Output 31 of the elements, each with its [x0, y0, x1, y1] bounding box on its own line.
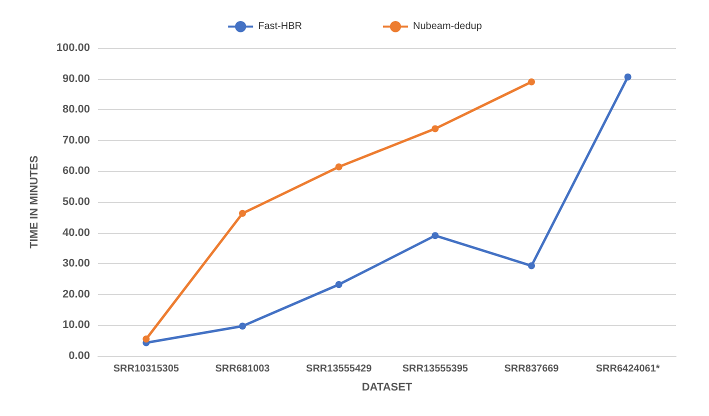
x-tick-label: SRR6424061*	[596, 364, 660, 374]
y-tick-label: 0.00	[68, 350, 90, 362]
y-tick-label: 70.00	[62, 134, 90, 146]
y-tick-label: 90.00	[62, 72, 90, 85]
point	[528, 78, 535, 86]
y-axis-title: TIME IN MINUTES	[28, 156, 40, 248]
point	[239, 322, 246, 330]
x-tick-label: SRR837669	[504, 364, 560, 374]
x-tick-label: SRR10315305	[113, 364, 180, 374]
x-axis-title: DATASET	[362, 382, 412, 394]
point	[335, 163, 342, 170]
y-tick-label: 30.00	[62, 258, 90, 270]
y-tick-label: 100.00	[56, 42, 90, 54]
point	[624, 73, 632, 80]
x-tick-label: SRR681003	[215, 364, 270, 374]
point	[528, 262, 535, 270]
y-tick-label: 60.00	[62, 165, 90, 178]
y-tick-label: 80.00	[62, 104, 90, 116]
point	[142, 336, 150, 343]
x-tick-label: SRR13555429	[306, 364, 372, 374]
point	[432, 125, 439, 132]
y-tick-label: 10.00	[62, 319, 90, 332]
point	[239, 210, 246, 217]
y-tick-label: 20.00	[62, 288, 90, 300]
y-tick-label: 50.00	[62, 196, 90, 208]
legend-label: Nubeam-dedup	[412, 21, 482, 32]
point	[335, 281, 342, 288]
point	[432, 232, 439, 240]
legend-label: Fast-HBR	[258, 21, 302, 32]
x-tick-label: SRR13555395	[402, 364, 468, 374]
y-tick-label: 40.00	[62, 226, 90, 239]
